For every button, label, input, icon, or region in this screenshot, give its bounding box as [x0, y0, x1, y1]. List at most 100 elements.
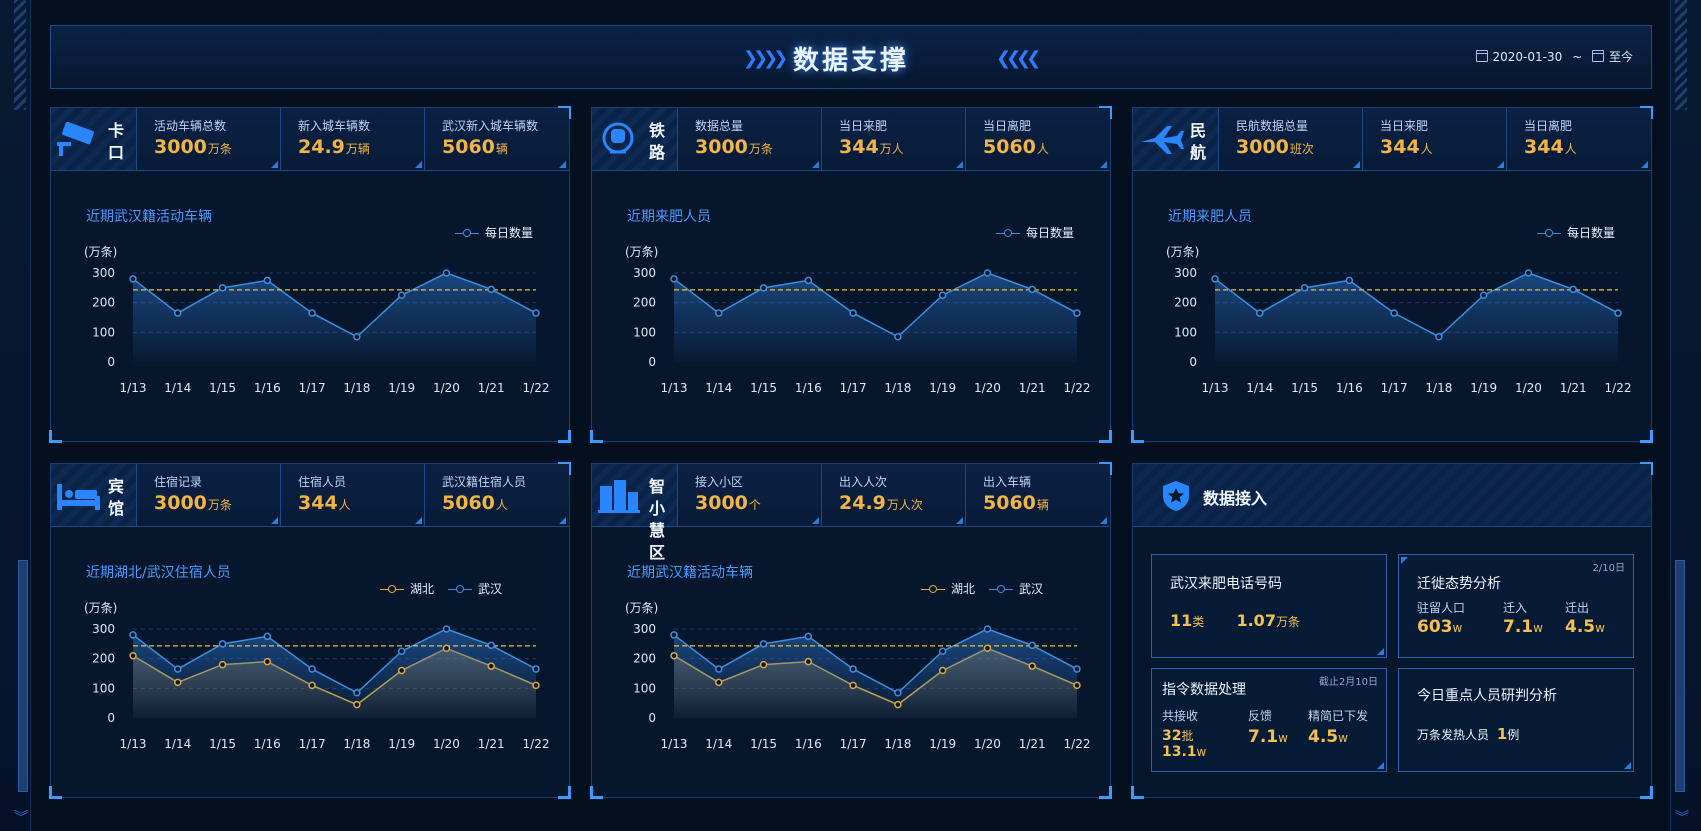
- data-point[interactable]: [1614, 309, 1622, 317]
- legend-item[interactable]: 每日数量: [455, 226, 533, 240]
- data-point[interactable]: [804, 276, 813, 285]
- phone-card[interactable]: 武汉来肥电话号码 11类 1.07万条: [1151, 554, 1387, 658]
- data-point[interactable]: [983, 644, 992, 653]
- data-point[interactable]: [1028, 662, 1036, 670]
- data-point[interactable]: [1028, 285, 1036, 294]
- data-point[interactable]: [983, 625, 992, 633]
- data-point[interactable]: [670, 651, 678, 660]
- data-point[interactable]: [715, 678, 723, 687]
- data-point[interactable]: [397, 647, 406, 655]
- data-point[interactable]: [1028, 641, 1036, 650]
- data-point[interactable]: [353, 689, 361, 697]
- data-point[interactable]: [129, 631, 137, 639]
- data-point[interactable]: [218, 660, 227, 669]
- data-point[interactable]: [353, 333, 361, 341]
- data-point[interactable]: [1073, 665, 1081, 673]
- stat-cell[interactable]: 武汉新入城车辆数 5060辆: [424, 108, 568, 170]
- data-point[interactable]: [532, 665, 540, 673]
- data-point[interactable]: [670, 631, 678, 639]
- data-point[interactable]: [532, 309, 540, 317]
- data-point[interactable]: [308, 665, 316, 673]
- data-point[interactable]: [129, 651, 137, 660]
- data-point[interactable]: [308, 309, 316, 317]
- scroll-down-icon[interactable]: ︾: [1675, 810, 1689, 826]
- data-point[interactable]: [894, 700, 902, 709]
- data-point[interactable]: [1479, 291, 1488, 299]
- data-point[interactable]: [218, 640, 227, 648]
- data-point[interactable]: [487, 285, 495, 294]
- data-point[interactable]: [1569, 285, 1577, 294]
- data-point[interactable]: [1300, 284, 1309, 292]
- legend-item[interactable]: 武汉: [989, 582, 1043, 596]
- data-point[interactable]: [938, 291, 947, 299]
- data-point[interactable]: [983, 269, 992, 277]
- date-range[interactable]: 2020-01-30 ~ 至今: [1475, 48, 1633, 65]
- data-point[interactable]: [1524, 269, 1533, 277]
- date-from[interactable]: 2020-01-30: [1492, 50, 1563, 64]
- data-point[interactable]: [759, 284, 768, 292]
- legend-item[interactable]: 武汉: [448, 582, 502, 596]
- data-point[interactable]: [938, 666, 947, 675]
- data-point[interactable]: [218, 284, 227, 292]
- stat-cell[interactable]: 接入小区 3000个: [677, 464, 822, 526]
- legend-item[interactable]: 湖北: [921, 582, 975, 596]
- data-point[interactable]: [715, 665, 723, 673]
- key-personnel-card[interactable]: 今日重点人员研判分析 万条发热人员 1例: [1398, 668, 1634, 772]
- data-point[interactable]: [174, 678, 182, 687]
- data-point[interactable]: [715, 309, 723, 317]
- data-point[interactable]: [1390, 309, 1398, 317]
- data-point[interactable]: [353, 700, 361, 709]
- legend-item[interactable]: 湖北: [380, 582, 434, 596]
- legend-item[interactable]: 每日数量: [1537, 226, 1615, 240]
- data-point[interactable]: [129, 275, 137, 283]
- stat-cell[interactable]: 住宿记录 3000万条: [136, 464, 281, 526]
- data-point[interactable]: [1073, 309, 1081, 317]
- stat-cell[interactable]: 民航数据总量 3000班次: [1218, 108, 1363, 170]
- data-point[interactable]: [1256, 309, 1264, 317]
- left-scrollbar[interactable]: [18, 560, 28, 792]
- right-scrollbar[interactable]: [1675, 560, 1685, 792]
- data-point[interactable]: [442, 269, 451, 277]
- data-point[interactable]: [397, 666, 406, 675]
- stat-cell[interactable]: 当日来肥 344万人: [821, 108, 966, 170]
- data-point[interactable]: [804, 632, 813, 641]
- data-point[interactable]: [938, 647, 947, 655]
- data-point[interactable]: [174, 309, 182, 317]
- data-point[interactable]: [849, 309, 857, 317]
- stat-cell[interactable]: 新入城车辆数 24.9万辆: [280, 108, 425, 170]
- stat-cell[interactable]: 住宿人员 344人: [280, 464, 425, 526]
- stat-cell[interactable]: 当日离肥 344人: [1506, 108, 1650, 170]
- data-point[interactable]: [804, 657, 813, 666]
- data-point[interactable]: [1345, 276, 1354, 285]
- legend-item[interactable]: 每日数量: [996, 226, 1074, 240]
- data-point[interactable]: [759, 660, 768, 669]
- stat-cell[interactable]: 当日来肥 344人: [1362, 108, 1507, 170]
- data-point[interactable]: [849, 665, 857, 673]
- data-point[interactable]: [487, 641, 495, 650]
- data-point[interactable]: [308, 681, 316, 690]
- data-point[interactable]: [487, 662, 495, 670]
- data-point[interactable]: [263, 632, 272, 641]
- calendar-icon[interactable]: [1591, 50, 1604, 62]
- scroll-down-icon[interactable]: ︾: [14, 810, 28, 826]
- data-point[interactable]: [759, 640, 768, 648]
- stat-cell[interactable]: 活动车辆总数 3000万条: [136, 108, 281, 170]
- stat-cell[interactable]: 出入车辆 5060辆: [965, 464, 1109, 526]
- data-point[interactable]: [263, 276, 272, 285]
- stat-cell[interactable]: 出入人次 24.9万人次: [821, 464, 966, 526]
- stat-cell[interactable]: 当日离肥 5060人: [965, 108, 1109, 170]
- date-to[interactable]: 至今: [1608, 50, 1633, 64]
- data-point[interactable]: [670, 275, 678, 283]
- data-point[interactable]: [849, 681, 857, 690]
- data-point[interactable]: [532, 681, 540, 690]
- stat-cell[interactable]: 武汉籍住宿人员 5060人: [424, 464, 568, 526]
- migration-card[interactable]: 2/10日 迁徙态势分析 驻留人口 603w 迁入 7.1w 迁出 4.5w: [1398, 554, 1634, 658]
- data-point[interactable]: [1435, 333, 1443, 341]
- data-point[interactable]: [1211, 275, 1219, 283]
- data-point[interactable]: [894, 333, 902, 341]
- data-point[interactable]: [442, 625, 451, 633]
- data-point[interactable]: [894, 689, 902, 697]
- data-point[interactable]: [174, 665, 182, 673]
- data-point[interactable]: [397, 291, 406, 299]
- data-point[interactable]: [442, 644, 451, 653]
